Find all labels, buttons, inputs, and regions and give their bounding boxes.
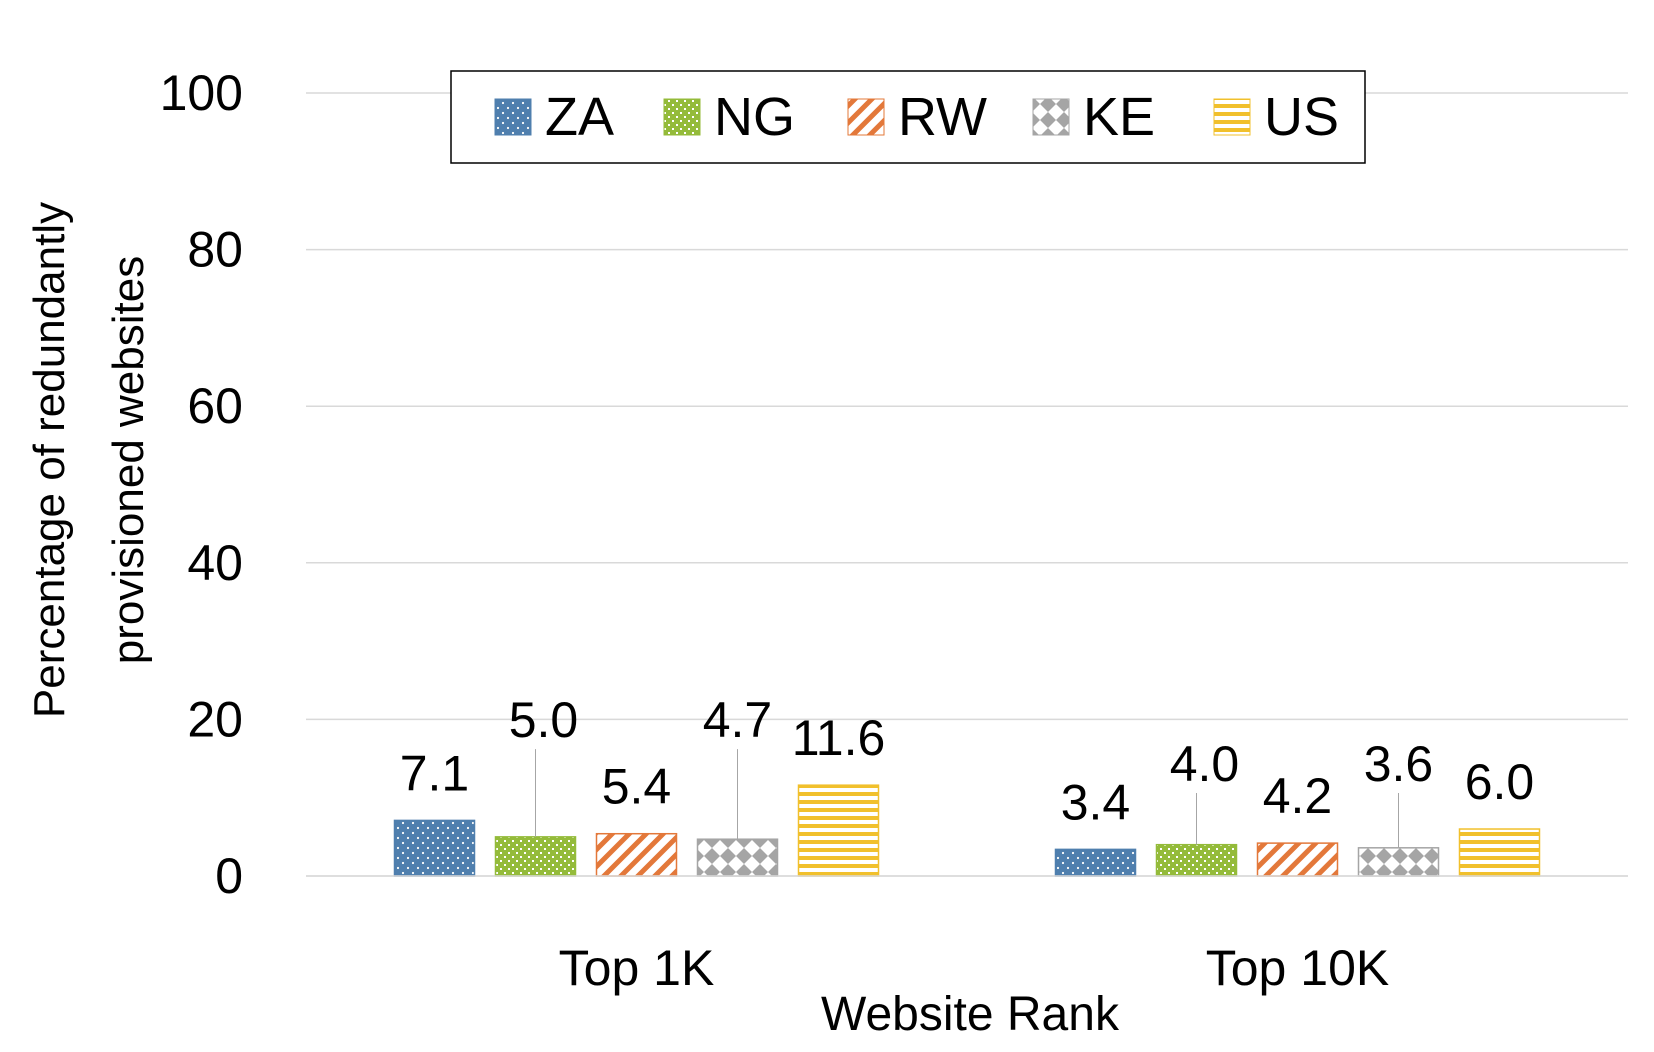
data-label-us-1: 11.6: [792, 710, 886, 766]
y-tick-label: 80: [187, 222, 243, 278]
bar-za-2: [1054, 848, 1137, 877]
legend-swatch-rw: [847, 98, 885, 136]
x-axis-title: Website Rank: [821, 988, 1120, 1041]
y-tick-label: 20: [187, 691, 243, 747]
data-label-za-1: 7.1: [400, 745, 470, 801]
legend-swatch-za: [494, 98, 532, 136]
bar-za-1: [393, 819, 476, 877]
y-axis: 0 20 40 60 80 100: [160, 65, 243, 904]
data-label-za-2: 3.4: [1061, 774, 1131, 830]
data-label-rw-2: 4.2: [1263, 768, 1333, 824]
x-tick-label: Top 10K: [1206, 940, 1389, 996]
legend-swatch-us: [1213, 98, 1251, 136]
bar-ke-1: [696, 838, 779, 877]
legend-label-ng: NG: [714, 87, 795, 147]
data-label-rw-1: 5.4: [602, 759, 672, 815]
bar-ng-1: [494, 836, 577, 877]
y-tick-label: 0: [215, 848, 243, 904]
y-tick-label: 40: [187, 535, 243, 591]
data-label-ke-2: 3.6: [1364, 736, 1434, 792]
legend-label-rw: RW: [898, 87, 987, 147]
data-label-ng-1: 5.0: [509, 692, 579, 748]
legend-box: [450, 70, 1366, 164]
legend: ZA NG RW KE US: [450, 70, 1366, 164]
legend-label-us: US: [1264, 87, 1339, 147]
bar-rw-2: [1256, 842, 1339, 877]
x-axis: Top 1K Top 10K: [306, 875, 1628, 996]
y-axis-title: Percentage of redundantly provisioned we…: [25, 202, 153, 718]
bars: [393, 784, 1541, 877]
y-axis-title-line-1: Percentage of redundantly: [25, 202, 74, 718]
legend-swatch-ng: [663, 98, 701, 136]
y-tick-label: 100: [160, 65, 243, 121]
data-label-ng-2: 4.0: [1170, 736, 1240, 792]
legend-swatch-ke: [1032, 98, 1070, 136]
bar-ng-2: [1155, 843, 1238, 877]
y-tick-label: 60: [187, 378, 243, 434]
legend-label-za: ZA: [545, 87, 614, 147]
bar-rw-1: [595, 832, 678, 877]
data-label-us-2: 6.0: [1465, 754, 1535, 810]
bar-us-1: [797, 784, 880, 877]
legend-label-ke: KE: [1083, 87, 1155, 147]
y-axis-title-line-2: provisioned websites: [104, 256, 153, 664]
x-tick-label: Top 1K: [559, 940, 715, 996]
data-labels: 7.1 5.0 5.4 4.7 11.6 3.4 4.0 4.2 3.6 6.0: [400, 692, 1535, 848]
data-label-ke-1: 4.7: [703, 692, 773, 748]
bar-ke-2: [1357, 847, 1440, 877]
bar-us-2: [1458, 828, 1541, 877]
